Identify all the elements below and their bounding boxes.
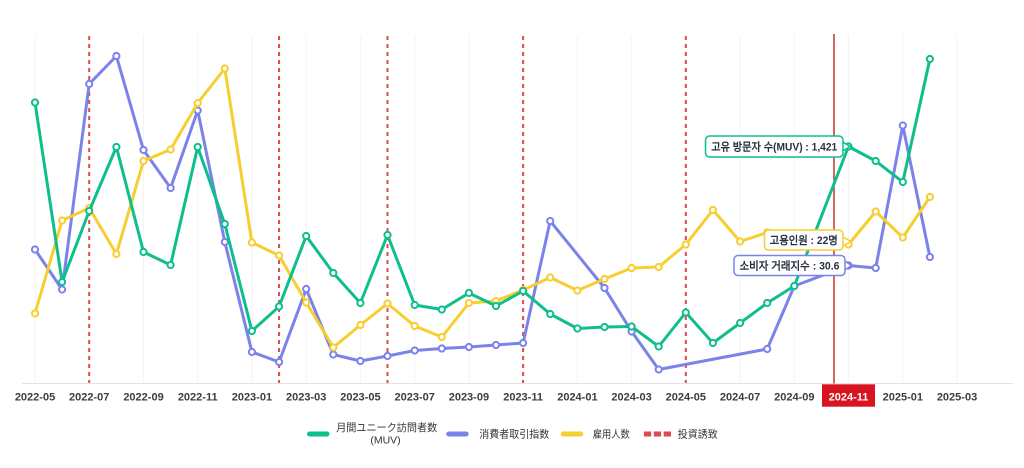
- svg-text:投資誘致: 投資誘致: [678, 428, 718, 441]
- svg-text:2023-07: 2023-07: [395, 392, 435, 404]
- svg-text:2024-07: 2024-07: [720, 392, 760, 404]
- svg-text:2025-01: 2025-01: [883, 392, 923, 404]
- svg-text:雇用人数: 雇用人数: [593, 428, 630, 441]
- svg-text:고용인원 : 22명: 고용인원 : 22명: [770, 233, 838, 247]
- svg-text:2024-01: 2024-01: [557, 392, 597, 404]
- svg-text:2022-05: 2022-05: [15, 392, 55, 404]
- svg-text:소비자 거래지수 : 30.6: 소비자 거래지수 : 30.6: [740, 259, 840, 273]
- svg-text:2023-05: 2023-05: [340, 392, 380, 404]
- svg-text:2023-01: 2023-01: [232, 392, 272, 404]
- svg-text:月間ユニーク訪問者数: 月間ユニーク訪問者数: [336, 421, 437, 434]
- svg-text:2022-11: 2022-11: [178, 392, 218, 404]
- svg-text:2022-07: 2022-07: [69, 392, 109, 404]
- svg-text:2023-03: 2023-03: [286, 392, 326, 404]
- svg-text:고유 방문자 수(MUV) : 1,421: 고유 방문자 수(MUV) : 1,421: [711, 140, 837, 154]
- svg-text:2024-11: 2024-11: [829, 392, 869, 404]
- svg-text:2023-11: 2023-11: [503, 392, 543, 404]
- svg-text:2024-03: 2024-03: [611, 392, 651, 404]
- svg-text:2023-09: 2023-09: [449, 392, 489, 404]
- svg-text:2024-05: 2024-05: [666, 392, 706, 404]
- svg-text:消費者取引指数: 消費者取引指数: [479, 428, 549, 441]
- svg-text:2025-03: 2025-03: [937, 392, 977, 404]
- svg-text:(MUV): (MUV): [370, 435, 400, 447]
- svg-text:2024-09: 2024-09: [774, 392, 814, 404]
- svg-text:2022-09: 2022-09: [123, 392, 163, 404]
